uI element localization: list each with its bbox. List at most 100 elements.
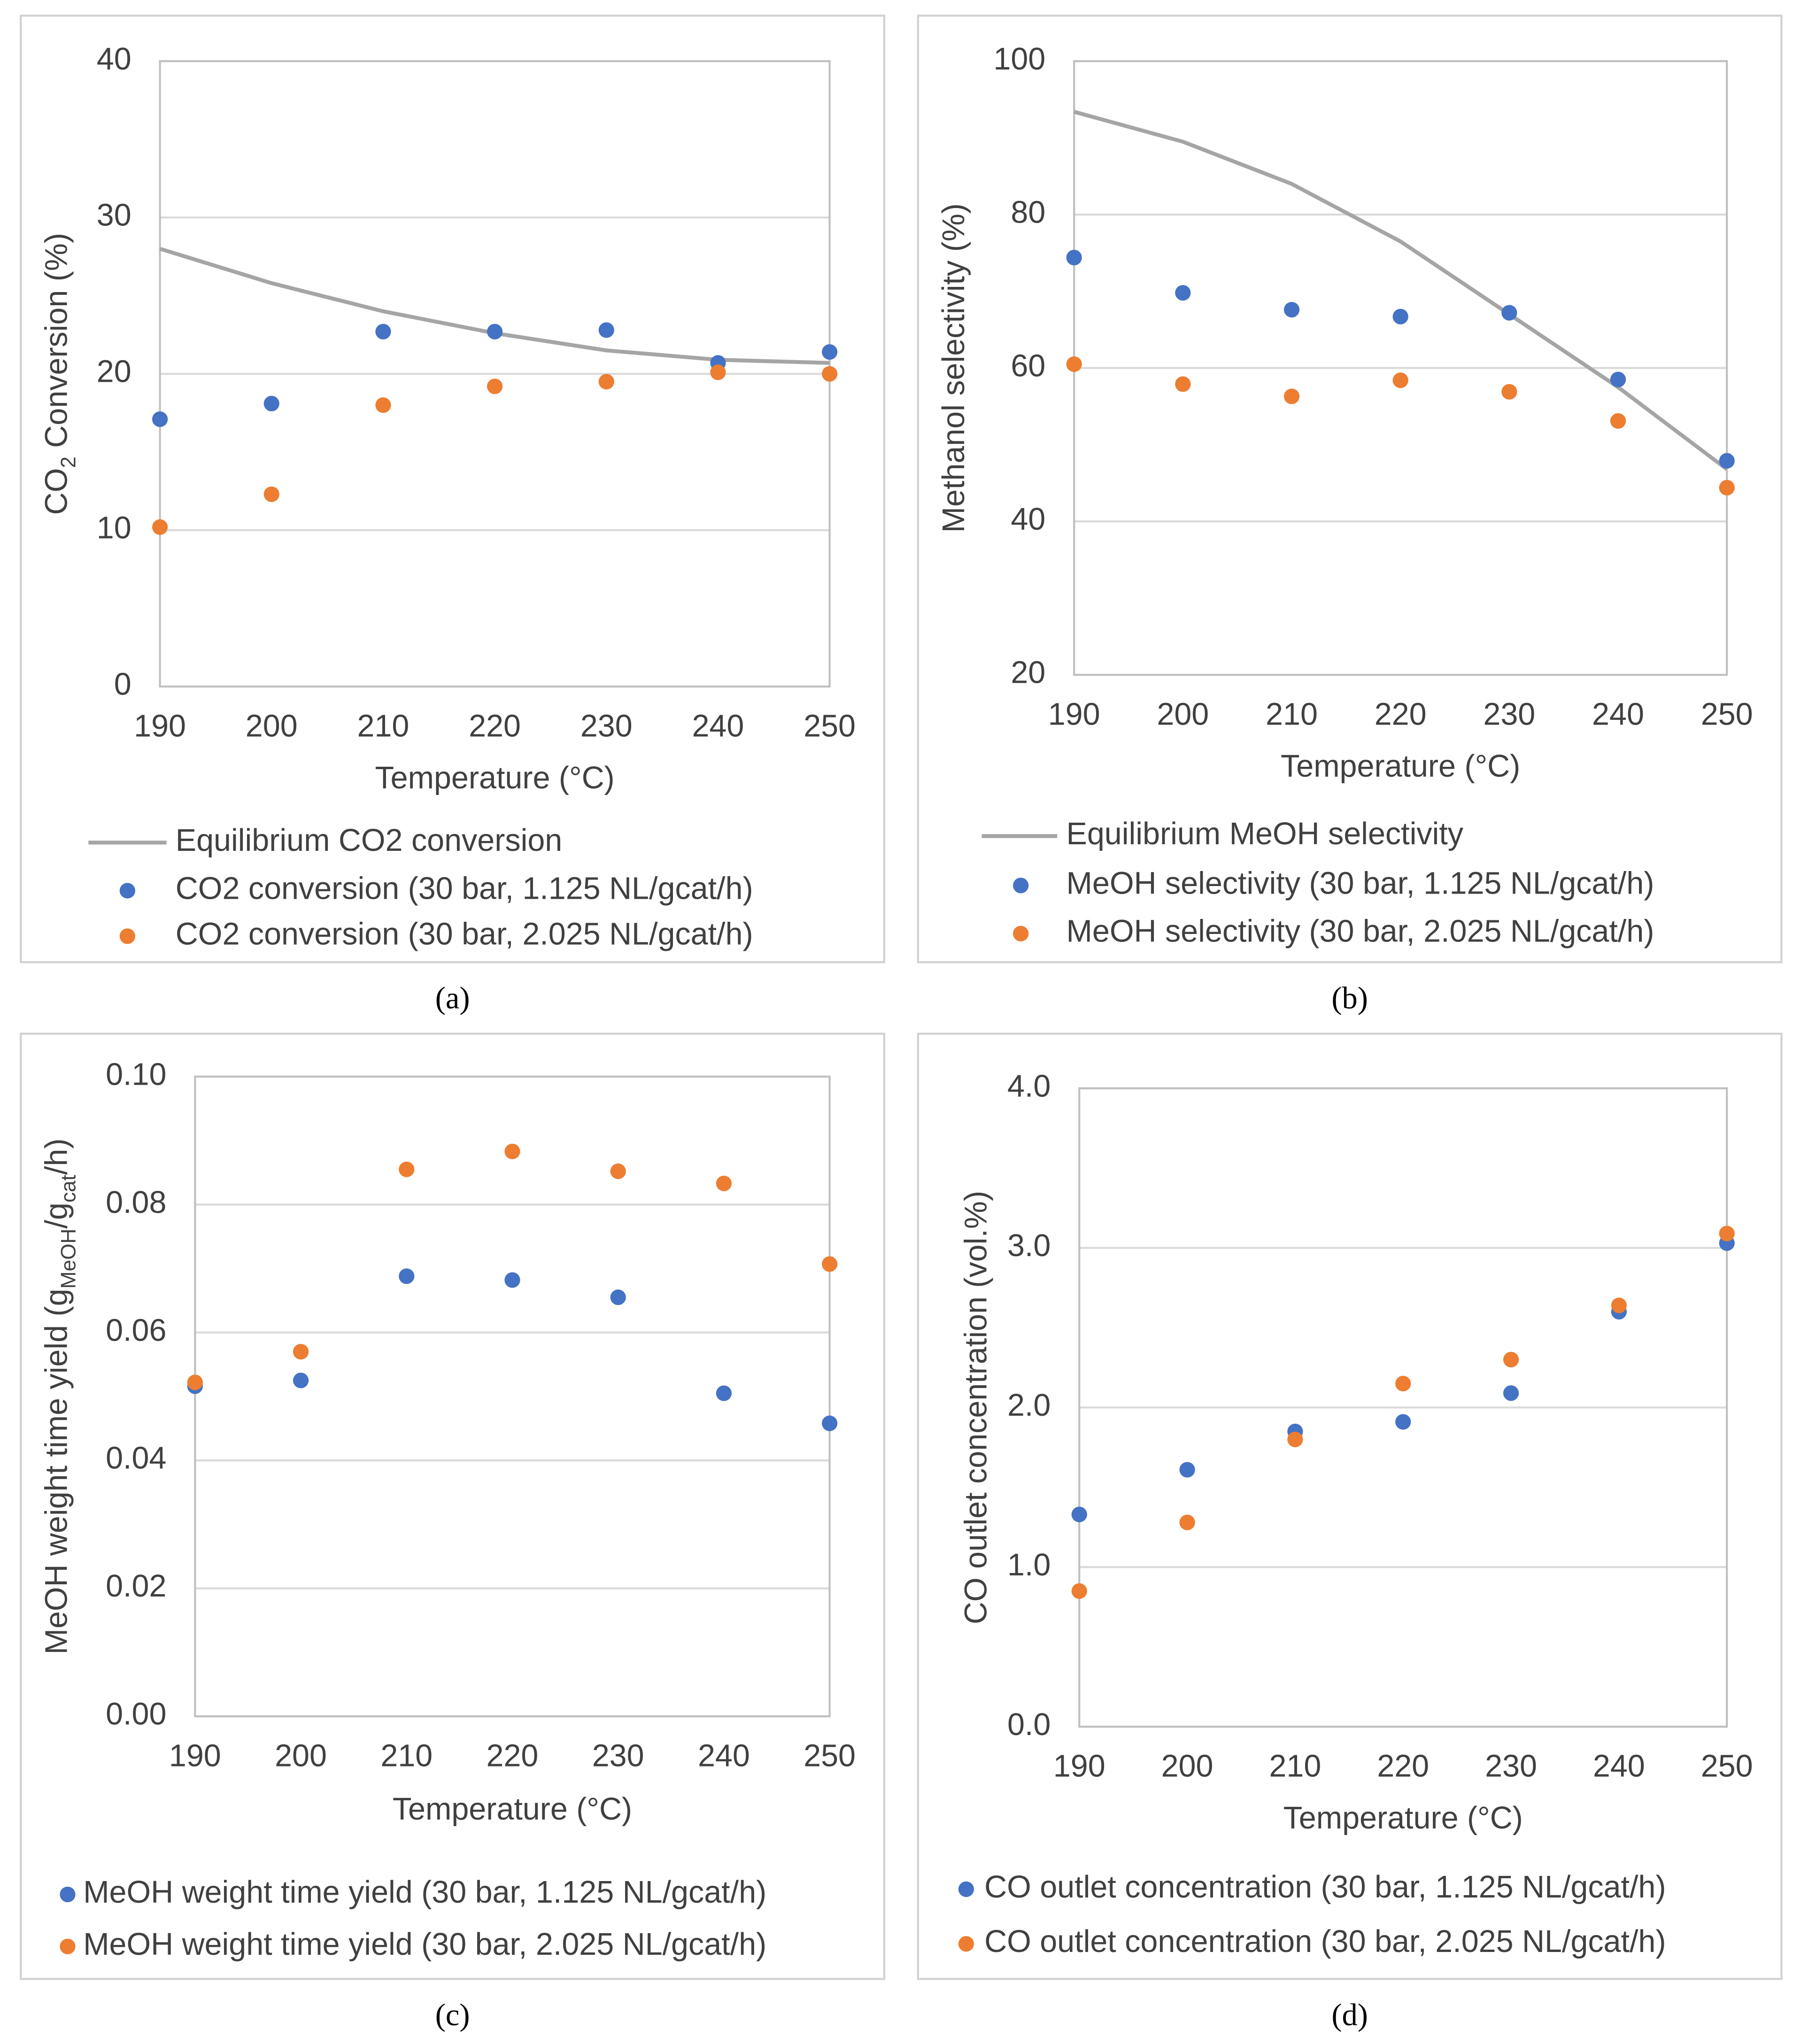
legend-label: MeOH selectivity (30 bar, 2.025 NL/gcat/… — [1067, 914, 1654, 949]
y-axis-label-part: CO — [39, 468, 74, 515]
y-axis-label: CO outlet concentration (vol.%) — [958, 1191, 993, 1624]
x-tick-label: 200 — [1157, 697, 1209, 732]
x-axis-label: Temperature (°C) — [1281, 749, 1520, 784]
legend-label: CO outlet concentration (30 bar, 2.025 N… — [984, 1924, 1666, 1959]
data-point — [1283, 301, 1300, 318]
data-point — [1392, 372, 1408, 388]
data-point — [1071, 1583, 1087, 1599]
x-tick-label: 220 — [487, 1738, 539, 1773]
y-tick-label: 0.0 — [1007, 1707, 1051, 1742]
y-tick-label: 3.0 — [1007, 1228, 1051, 1263]
data-point — [1611, 1297, 1627, 1313]
y-tick-label: 0.08 — [106, 1185, 166, 1220]
y-tick-label: 30 — [97, 198, 131, 233]
y-tick-label: 0.00 — [106, 1697, 166, 1732]
x-tick-label: 210 — [1269, 1749, 1321, 1783]
y-tick-label: 20 — [97, 355, 131, 389]
x-tick-label: 220 — [1375, 697, 1427, 732]
x-tick-label: 210 — [1266, 697, 1318, 732]
panel-border — [917, 1033, 1783, 1980]
data-point — [1503, 1351, 1519, 1368]
x-tick-label: 250 — [1701, 697, 1753, 732]
legend-swatch — [60, 1938, 76, 1954]
x-tick-label: 240 — [698, 1738, 750, 1773]
data-point — [610, 1163, 626, 1180]
y-tick-label: 0.06 — [106, 1313, 166, 1348]
legend-swatch — [119, 928, 135, 944]
data-point — [487, 324, 503, 339]
plot-border — [194, 1075, 831, 1718]
y-axis-label-part: MeOH — [57, 1228, 80, 1288]
data-point — [598, 322, 614, 338]
x-tick-label: 200 — [246, 709, 298, 743]
x-tick-label: 200 — [1161, 1749, 1214, 1783]
data-point — [1610, 371, 1626, 387]
y-axis-label-part: Methanol selectivity (%) — [936, 203, 971, 533]
data-point — [375, 324, 391, 339]
data-point — [1287, 1431, 1303, 1448]
x-tick-label: 230 — [580, 709, 633, 743]
x-tick-label: 240 — [1592, 697, 1644, 732]
data-point — [1066, 249, 1082, 266]
y-axis-label-part: /g — [39, 1203, 74, 1228]
data-point — [821, 1415, 838, 1431]
legend-label: CO outlet concentration (30 bar, 1.125 N… — [984, 1870, 1666, 1905]
data-point — [1719, 479, 1735, 496]
panel-border — [20, 1033, 885, 1980]
legend-swatch — [119, 883, 135, 899]
legend-swatch — [958, 1881, 974, 1897]
data-point — [1610, 413, 1626, 429]
x-tick-label: 210 — [357, 709, 409, 743]
y-tick-label: 4.0 — [1007, 1069, 1051, 1103]
legend-label: MeOH weight time yield (30 bar, 1.125 NL… — [83, 1875, 766, 1910]
data-point — [487, 378, 503, 394]
x-tick-label: 190 — [1048, 697, 1100, 732]
data-point — [1071, 1506, 1087, 1522]
legend-label: CO2 conversion (30 bar, 2.025 NL/gcat/h) — [176, 917, 753, 951]
panel-caption: (c) — [435, 1998, 470, 2032]
x-axis-label: Temperature (°C) — [375, 761, 614, 795]
legend-swatch — [958, 1936, 974, 1952]
data-point — [1395, 1375, 1411, 1392]
x-tick-label: 200 — [275, 1738, 327, 1773]
data-point — [1283, 388, 1300, 404]
x-tick-label: 190 — [134, 709, 186, 743]
data-point — [710, 364, 726, 380]
y-axis-label: CO2 Conversion (%) — [39, 233, 80, 515]
data-point — [504, 1272, 520, 1288]
data-point — [1395, 1414, 1411, 1430]
x-tick-label: 250 — [1701, 1749, 1753, 1783]
data-point — [716, 1385, 732, 1401]
x-tick-label: 240 — [1593, 1749, 1645, 1783]
legend-swatch — [60, 1886, 76, 1903]
data-point — [152, 519, 168, 535]
data-point — [1719, 1226, 1735, 1242]
x-tick-label: 220 — [469, 709, 521, 743]
y-tick-label: 60 — [1011, 348, 1045, 383]
data-point — [399, 1161, 415, 1177]
data-point — [1179, 1462, 1195, 1478]
data-point — [293, 1373, 309, 1388]
y-tick-label: 80 — [1011, 195, 1045, 230]
x-axis-label: Temperature (°C) — [1283, 1801, 1523, 1836]
data-point — [1501, 305, 1517, 321]
data-point — [399, 1268, 415, 1284]
data-point — [1392, 309, 1408, 324]
x-tick-label: 210 — [380, 1738, 433, 1773]
x-tick-label: 190 — [169, 1738, 221, 1773]
y-axis-label-part: CO outlet concentration (vol.%) — [958, 1191, 993, 1624]
legend-label: Equilibrium CO2 conversion — [176, 823, 562, 858]
panel-caption: (b) — [1331, 981, 1368, 1015]
data-point — [504, 1143, 520, 1159]
data-point — [1066, 356, 1082, 372]
y-axis-label: MeOH weight time yield (gMeOH/gcat/h) — [39, 1138, 80, 1654]
y-tick-label: 100 — [993, 42, 1045, 77]
data-point — [293, 1343, 309, 1360]
data-point — [610, 1289, 626, 1305]
x-tick-label: 190 — [1053, 1749, 1105, 1783]
data-point — [375, 397, 391, 413]
y-tick-label: 0.10 — [106, 1057, 166, 1092]
legend-label: MeOH selectivity (30 bar, 1.125 NL/gcat/… — [1067, 866, 1654, 901]
plot-border — [1078, 1087, 1728, 1728]
